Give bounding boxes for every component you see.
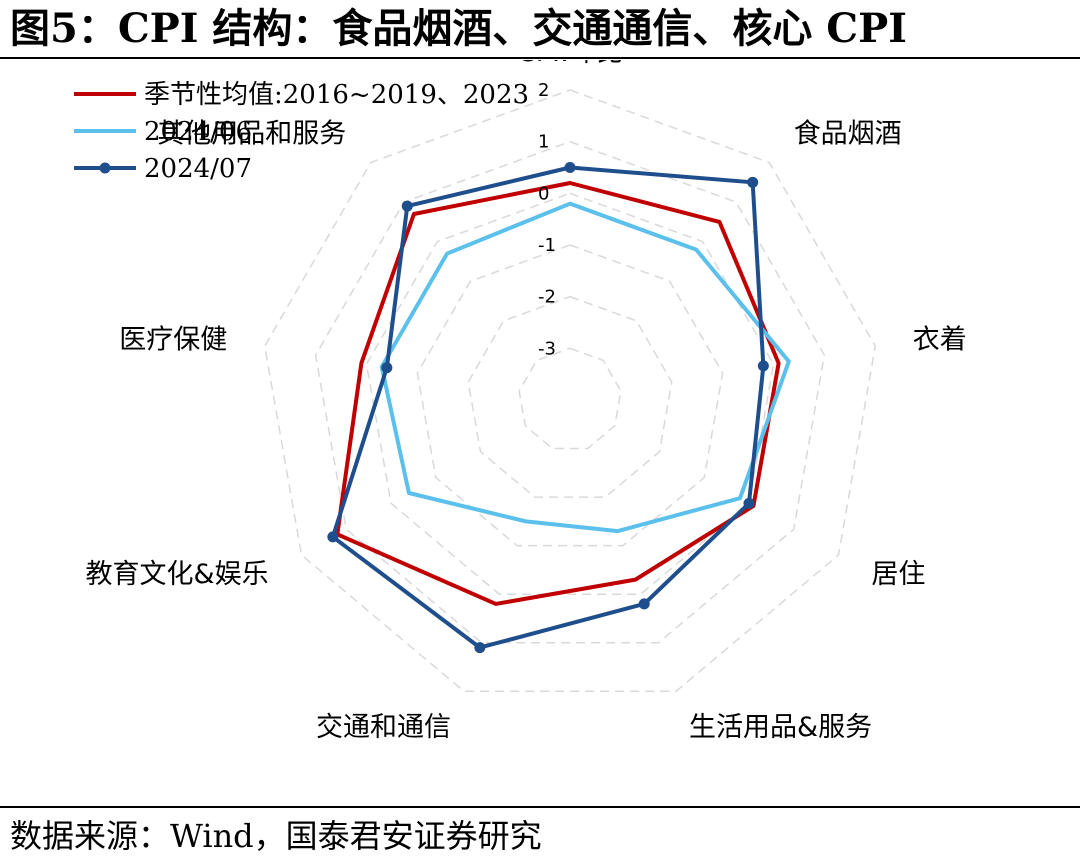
tick-label: -1 [538,235,556,256]
grid-ring [365,192,775,595]
data-point [638,598,650,610]
tick-label: -3 [538,338,556,359]
data-point [327,531,339,543]
axis-label: 食品烟酒 [794,118,902,149]
data-point [757,360,769,372]
chart-title: 图5：CPI 结构：食品烟酒、交通通信、核心 CPI [10,5,907,52]
data-point [747,176,759,188]
grid-ring [467,295,673,498]
series-line [379,201,791,534]
data-point [564,162,576,173]
legend: 季节性均值:2016~2019、2023 2024/06 2024/07 [74,80,529,184]
axis-label: 衣着 [913,325,967,356]
series-line [335,181,781,606]
axis-label: 其他用品和服务 [157,118,346,149]
grid-ring [518,347,622,450]
data-point [474,642,486,654]
data-point [401,200,413,212]
axis-label: 交通和通信 [316,712,451,743]
legend-label: 季节性均值:2016~2019、2023 [144,80,529,110]
grid-ring [416,244,724,547]
radar-series [327,162,791,654]
legend-label: 2024/06 [144,117,252,147]
series-line [330,165,766,650]
legend-label: 2024/07 [144,154,252,184]
data-point [381,362,393,374]
data-point [743,497,755,509]
tick-label: 2 [538,80,549,101]
legend-marker [99,162,111,174]
title-rule [0,57,1080,59]
tick-label: -2 [538,287,556,308]
radar-chart: 2 1 0 -1 -2 -3 CPI:环比食品烟酒衣着居住生活用品&服务 交通和通信 教育文化&… [74,60,967,743]
axis-label: 生活用品&服务 [689,712,872,743]
axis-label: CPI:环比 [517,60,623,68]
grid-ring [263,89,877,693]
tick-label: 0 [538,183,549,204]
axis-label: 医疗保健 [119,325,227,356]
axis-label: 居住 [871,559,925,590]
source-rule [0,806,1080,808]
radar-labels: 2 1 0 -1 -2 -3 CPI:环比食品烟酒衣着居住生活用品&服务 交通和通信 教育文化&… [86,60,967,743]
axis-label: 教育文化&娱乐 [86,559,269,590]
grid-ring [314,140,826,644]
tick-label: 1 [538,132,549,153]
source-note: 数据来源：Wind，国泰君安证券研究 [10,817,542,855]
